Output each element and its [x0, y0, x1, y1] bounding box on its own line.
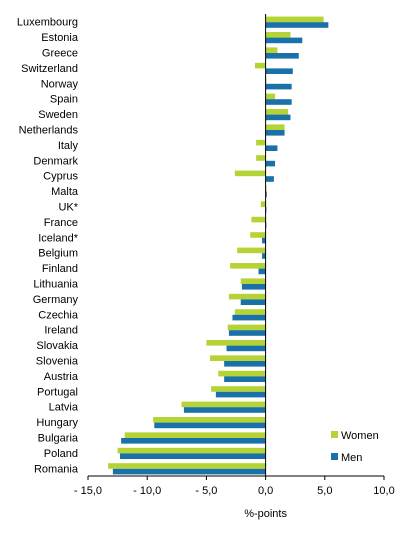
category-label: Cyprus	[43, 171, 78, 183]
bar-women-luxembourg	[265, 16, 324, 23]
bar-women-france	[251, 216, 266, 223]
category-label: Denmark	[33, 155, 78, 167]
bar-women-bulgaria	[124, 432, 266, 438]
bar-men-cyprus	[265, 176, 274, 182]
category-label: Estonia	[41, 32, 79, 44]
bar-women-czechia	[234, 309, 266, 315]
legend-label-women: Women	[341, 430, 379, 442]
category-label: Ireland	[44, 325, 78, 337]
bar-women-netherlands	[265, 124, 285, 130]
bar-men-hungary	[154, 422, 266, 429]
bar-women-germany	[228, 293, 266, 300]
category-label: UK*	[58, 202, 78, 214]
bar-women-slovenia	[209, 355, 266, 361]
bar-men-latvia	[183, 407, 266, 413]
x-tick-label: - 15,0	[74, 485, 102, 497]
x-axis-title: %-points	[244, 508, 287, 520]
bar-women-denmark	[256, 155, 266, 161]
category-label: France	[44, 217, 78, 229]
category-label: Bulgaria	[38, 433, 79, 445]
bar-women-lithuania	[240, 278, 266, 284]
x-tick-label: - 10,0	[133, 485, 161, 497]
category-label: Malta	[51, 186, 79, 198]
category-label: Spain	[50, 94, 78, 106]
legend-swatch-women	[331, 431, 338, 438]
bar-men-denmark	[265, 160, 276, 167]
category-label: Finland	[42, 263, 78, 275]
bar-men-greece	[265, 53, 299, 59]
bar-women-iceland-	[250, 232, 266, 238]
bar-men-netherlands	[265, 130, 285, 136]
bar-men-czechia	[232, 314, 266, 321]
bar-women-uk-	[260, 201, 266, 207]
bar-women-belgium	[237, 247, 266, 254]
bar-women-greece	[265, 47, 278, 53]
x-tick-label: 10,0	[373, 485, 394, 497]
bar-men-bulgaria	[121, 438, 266, 444]
category-label: Italy	[58, 140, 79, 152]
category-label: Luxembourg	[17, 17, 78, 29]
category-label: Slovenia	[36, 356, 79, 368]
category-label: Romania	[34, 463, 79, 475]
bar-women-sweden	[265, 109, 289, 115]
bar-women-finland	[230, 263, 266, 269]
category-label: Iceland*	[38, 232, 78, 244]
bar-men-romania	[112, 468, 266, 475]
bar-women-cyprus	[234, 170, 266, 177]
bar-women-portugal	[211, 386, 266, 392]
category-label: Norway	[41, 78, 79, 90]
category-label: Czechia	[38, 309, 79, 321]
bar-men-slovakia	[226, 345, 266, 352]
category-label: Greece	[42, 48, 78, 60]
bar-men-ireland	[228, 330, 266, 336]
bar-men-norway	[265, 83, 292, 90]
bar-women-romania	[108, 463, 266, 469]
bar-women-spain	[265, 93, 276, 100]
legend-label-men: Men	[341, 452, 362, 464]
bar-men-iceland-	[262, 237, 266, 244]
legend-swatch-men	[331, 453, 338, 460]
bar-men-sweden	[265, 114, 291, 121]
x-tick-label: 5,0	[317, 485, 332, 497]
bar-men-slovenia	[224, 361, 266, 367]
category-label: Austria	[44, 371, 79, 383]
bar-men-austria	[224, 376, 266, 382]
category-label: Netherlands	[19, 125, 79, 137]
bar-women-ireland	[227, 324, 266, 331]
bar-men-belgium	[262, 253, 266, 259]
bar-men-malta	[265, 191, 267, 198]
bar-women-austria	[218, 370, 266, 377]
bar-women-latvia	[181, 401, 266, 408]
bar-men-spain	[265, 99, 292, 105]
bar-women-hungary	[153, 417, 266, 423]
category-label: Poland	[44, 448, 78, 460]
bar-women-switzerland	[254, 62, 266, 69]
category-label: Belgium	[38, 248, 78, 260]
category-label: Lithuania	[33, 279, 79, 291]
bar-men-switzerland	[265, 68, 293, 74]
bar-men-estonia	[265, 37, 303, 44]
bar-women-italy	[256, 139, 266, 146]
category-label: Germany	[33, 294, 79, 306]
category-label: Latvia	[49, 402, 79, 414]
bar-men-italy	[265, 145, 278, 151]
category-label: Slovakia	[36, 340, 78, 352]
bar-men-lithuania	[241, 284, 266, 290]
bar-women-poland	[117, 447, 266, 454]
bar-men-poland	[119, 453, 266, 459]
category-label: Switzerland	[21, 63, 78, 75]
bar-women-slovakia	[206, 340, 266, 346]
x-tick-label: 0,0	[258, 485, 273, 497]
bar-men-germany	[240, 299, 266, 305]
category-label: Sweden	[38, 109, 78, 121]
bar-men-luxembourg	[265, 22, 329, 28]
bar-men-finland	[258, 268, 266, 275]
bar-men-portugal	[215, 391, 266, 398]
category-label: Portugal	[37, 386, 78, 398]
bar-women-estonia	[265, 32, 291, 38]
x-tick-label: - 5,0	[195, 485, 217, 497]
category-label: Hungary	[36, 417, 78, 429]
